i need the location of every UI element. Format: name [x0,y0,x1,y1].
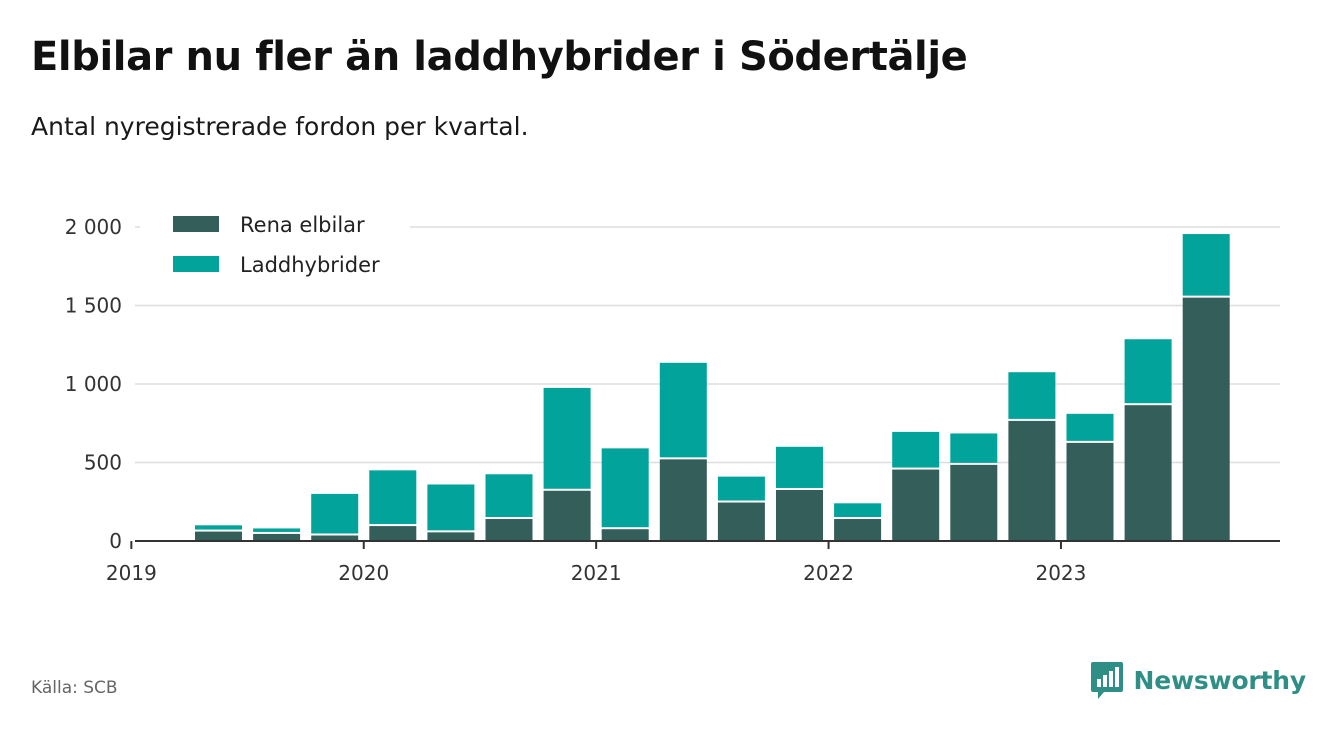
legend-label-rena-elbilar: Rena elbilar [240,213,365,237]
bar-rena-elbilar [253,533,301,541]
bar-rena-elbilar [427,532,475,541]
y-tick-label: 2 000 [65,215,122,239]
bar-rena-elbilar [485,519,533,541]
bar-laddhybrider [195,525,242,530]
bar-rena-elbilar [601,529,649,541]
bar-laddhybrider [311,493,359,534]
y-axis-labels: 0 500 1 000 1 500 2 000 [65,215,122,553]
bar-laddhybrider [1066,413,1114,441]
brand-logo: Newsworthy [1090,660,1307,700]
x-tick-label: 2022 [803,561,854,585]
bar-laddhybrider [717,476,765,501]
bar-rena-elbilar [195,531,242,541]
chart-title: Elbilar nu fler än laddhybrider i Södert… [31,34,968,80]
source-note: Källa: SCB [31,678,118,698]
bar-laddhybrider [1124,339,1172,404]
bar-laddhybrider [485,474,533,518]
bar-laddhybrider [427,484,475,531]
bar-laddhybrider [659,362,707,458]
y-tick-label: 1 000 [65,372,122,396]
bar-laddhybrider [601,448,649,528]
y-tick-label: 500 [84,451,122,475]
bar-rena-elbilar [369,526,417,541]
bar-rena-elbilar [1182,297,1230,541]
bar-laddhybrider [369,470,417,525]
bar-laddhybrider [543,387,591,489]
bar-laddhybrider [253,528,301,532]
x-axis: 2019 2020 2021 2022 2023 [106,540,1280,585]
bar-laddhybrider [892,431,940,468]
bar-laddhybrider [834,503,882,518]
bar-rena-elbilar [1066,442,1114,541]
bar-laddhybrider [1182,234,1230,296]
y-tick-label: 1 500 [65,294,122,318]
legend-swatch-rena-elbilar [173,216,219,232]
x-tick-label: 2019 [106,561,157,585]
bar-rena-elbilar [311,535,359,541]
brand-name: Newsworthy [1133,665,1307,695]
x-tick-label: 2023 [1035,561,1086,585]
y-tick-label: 0 [109,529,122,553]
bar-rena-elbilar [717,502,765,541]
x-tick-label: 2020 [338,561,389,585]
bar-laddhybrider [776,446,823,488]
bar-rena-elbilar [659,459,707,541]
bar-rena-elbilar [543,490,591,541]
bar-rena-elbilar [776,489,823,541]
bars [195,234,1230,541]
bar-rena-elbilar [950,464,998,541]
legend-swatch-laddhybrider [173,256,219,272]
legend-label-laddhybrider: Laddhybrider [240,253,380,277]
bar-laddhybrider [950,433,998,463]
x-tick-label: 2021 [571,561,622,585]
bar-rena-elbilar [1124,405,1172,541]
bar-rena-elbilar [834,519,882,541]
chart-subtitle: Antal nyregistrerade fordon per kvartal. [31,112,529,141]
newsworthy-logo-icon [1090,662,1123,699]
bar-rena-elbilar [892,469,940,541]
legend: Rena elbilar Laddhybrider [140,205,410,289]
bar-rena-elbilar [1008,420,1056,541]
bar-laddhybrider [1008,372,1056,419]
